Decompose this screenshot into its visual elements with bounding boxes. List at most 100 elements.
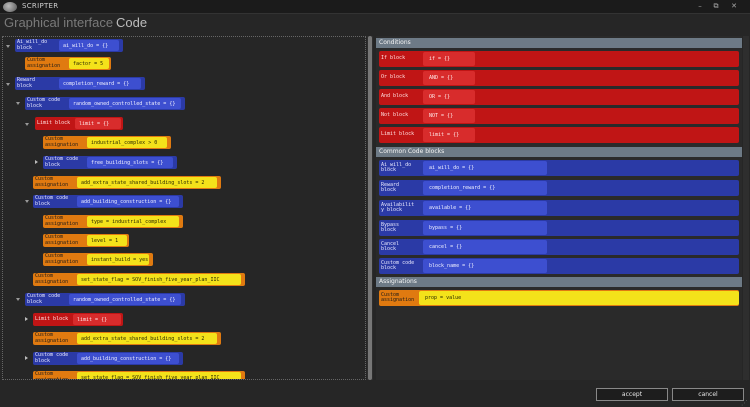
block-value[interactable]: completion_reward = {} [59,78,141,89]
block-value[interactable]: instant_build = yes [87,254,149,265]
block-label: Custom assignation [35,371,69,380]
resize-grip-icon[interactable]: ⋰ [741,399,748,407]
block-value[interactable]: add_building_construction = {} [77,353,179,364]
block-label: Custom assignation [45,234,79,246]
block-value[interactable]: level = 1 [87,235,127,246]
palette-block[interactable]: Ai_will_do block ai_will_do = {} [379,160,739,176]
block-label: Limit block [37,119,71,126]
block-label: Custom assignation [45,136,79,148]
block-label: Custom assignation [381,291,415,303]
tree-block[interactable]: Custom assignation level = 1 [43,234,129,247]
block-value[interactable]: free_building_slots = {} [87,157,173,168]
block-value[interactable]: random_owned_controlled_state = {} [69,294,181,305]
tree-block[interactable]: Custom assignation instant_build = yes [43,253,153,266]
tree-block[interactable]: Limit block limit = {} [35,117,123,130]
expand-arrow-icon[interactable] [25,317,28,321]
tree-block[interactable]: Custom code block random_owned_controlle… [25,97,185,110]
tab-code[interactable]: Code [116,15,148,30]
block-value[interactable]: add_extra_state_shared_building_slots = … [77,333,217,344]
block-value[interactable]: set_state_flag = SOV_finish_five_year_pl… [77,274,241,285]
tree-block[interactable]: Custom assignation industrial_complex > … [43,136,171,149]
block-value[interactable]: add_building_construction = {} [77,196,179,207]
tree-block[interactable]: Custom assignation set_state_flag = SOV_… [33,273,245,286]
window-title: SCRIPTER [22,2,59,10]
collapse-arrow-icon[interactable] [6,45,10,48]
block-value: ai_will_do = {} [423,161,547,175]
tree-block[interactable]: Ai_will_do block ai_will_do = {} [15,39,123,52]
palette-scrollbar[interactable] [743,36,749,380]
tree-block[interactable]: Custom code block add_building_construct… [33,352,183,365]
block-value: block_name = {} [423,259,547,273]
block-label: Availabilit y block [381,201,415,213]
tree-scrollbar[interactable] [367,36,373,380]
tree-block[interactable]: Custom assignation factor = 5 [25,57,111,70]
collapse-arrow-icon[interactable] [16,102,20,105]
minimize-button[interactable]: – [698,2,702,10]
tree-block[interactable]: Custom code block free_building_slots = … [43,156,177,169]
palette-block[interactable]: Or block AND = {} [379,70,739,86]
block-label: Custom assignation [35,273,69,285]
block-palette: Conditions If block if = {} Or block AND… [376,36,742,380]
block-label: Limit block [35,315,69,322]
block-label: Reward block [381,181,400,193]
block-value[interactable]: limit = {} [75,118,121,129]
block-label: Custom assignation [35,332,69,344]
palette-block[interactable]: Bypass block bypass = {} [379,220,739,236]
tree-block[interactable]: Custom assignation type = industrial_com… [43,215,183,228]
tree-block[interactable]: Custom code block add_building_construct… [33,195,183,208]
block-value: OR = {} [423,90,475,104]
tree-block[interactable]: Custom assignation set_state_flag = SOV_… [33,371,245,380]
palette-block[interactable]: Reward block completion_reward = {} [379,180,739,196]
block-value: available = {} [423,201,547,215]
collapse-arrow-icon[interactable] [25,123,29,126]
block-value[interactable]: set_state_flag = SOV_finish_five_year_pl… [77,372,241,379]
block-value: completion_reward = {} [423,181,547,195]
tree-scrollbar-thumb[interactable] [368,36,372,380]
block-label: Custom assignation [45,253,79,265]
palette-block[interactable]: Not block NOT = {} [379,108,739,124]
section-header-common-code-blocks: Common Code blocks [376,147,742,157]
palette-block[interactable]: If block if = {} [379,51,739,67]
section-header-conditions: Conditions [376,38,742,48]
expand-arrow-icon[interactable] [35,160,38,164]
block-value[interactable]: factor = 5 [69,58,109,69]
tree-block[interactable]: Custom code block random_owned_controlle… [25,293,185,306]
block-value[interactable]: add_extra_state_shared_building_slots = … [77,177,217,188]
tree-block[interactable]: Reward block completion_reward = {} [15,77,145,90]
block-value[interactable]: ai_will_do = {} [59,40,119,51]
block-value: AND = {} [423,71,475,85]
collapse-arrow-icon[interactable] [6,83,10,86]
block-value[interactable]: type = industrial_complex [87,216,179,227]
collapse-arrow-icon[interactable] [16,298,20,301]
maximize-button[interactable]: ⧉ [713,2,719,10]
palette-block[interactable]: Limit block limit = {} [379,127,739,143]
block-label: Custom assignation [45,215,79,227]
block-value: bypass = {} [423,221,547,235]
block-value[interactable]: random_owned_controlled_state = {} [69,98,181,109]
palette-block[interactable]: Custom code block block_name = {} [379,258,739,274]
tree-block[interactable]: Limit block limit = {} [33,313,123,326]
block-label: And block [381,93,409,100]
block-label: Custom code block [35,195,69,207]
block-label: Not block [381,112,409,119]
palette-block[interactable]: Availabilit y block available = {} [379,200,739,216]
block-value[interactable]: industrial_complex > 0 [87,137,167,148]
close-button[interactable]: ✕ [731,2,737,10]
palette-block[interactable]: Cancel block cancel = {} [379,239,739,255]
tab-graphical-interface[interactable]: Graphical interface [4,15,114,30]
block-value: cancel = {} [423,240,547,254]
cancel-button[interactable]: cancel [672,388,744,401]
block-value: if = {} [423,52,475,66]
collapse-arrow-icon[interactable] [25,200,29,203]
tree-block[interactable]: Custom assignation add_extra_state_share… [33,176,221,189]
accept-button[interactable]: accept [596,388,668,401]
graphical-tree-canvas[interactable]: Ai_will_do block ai_will_do = {} Custom … [2,36,366,380]
block-value[interactable]: limit = {} [73,314,121,325]
palette-block[interactable]: And block OR = {} [379,89,739,105]
tree-block[interactable]: Custom assignation add_extra_state_share… [33,332,221,345]
block-label: Bypass block [381,221,400,233]
expand-arrow-icon[interactable] [25,356,28,360]
title-bar: SCRIPTER – ⧉ ✕ [0,0,750,14]
section-header-assignations: Assignations [376,277,742,287]
palette-block[interactable]: Custom assignation prop = value [379,290,739,306]
